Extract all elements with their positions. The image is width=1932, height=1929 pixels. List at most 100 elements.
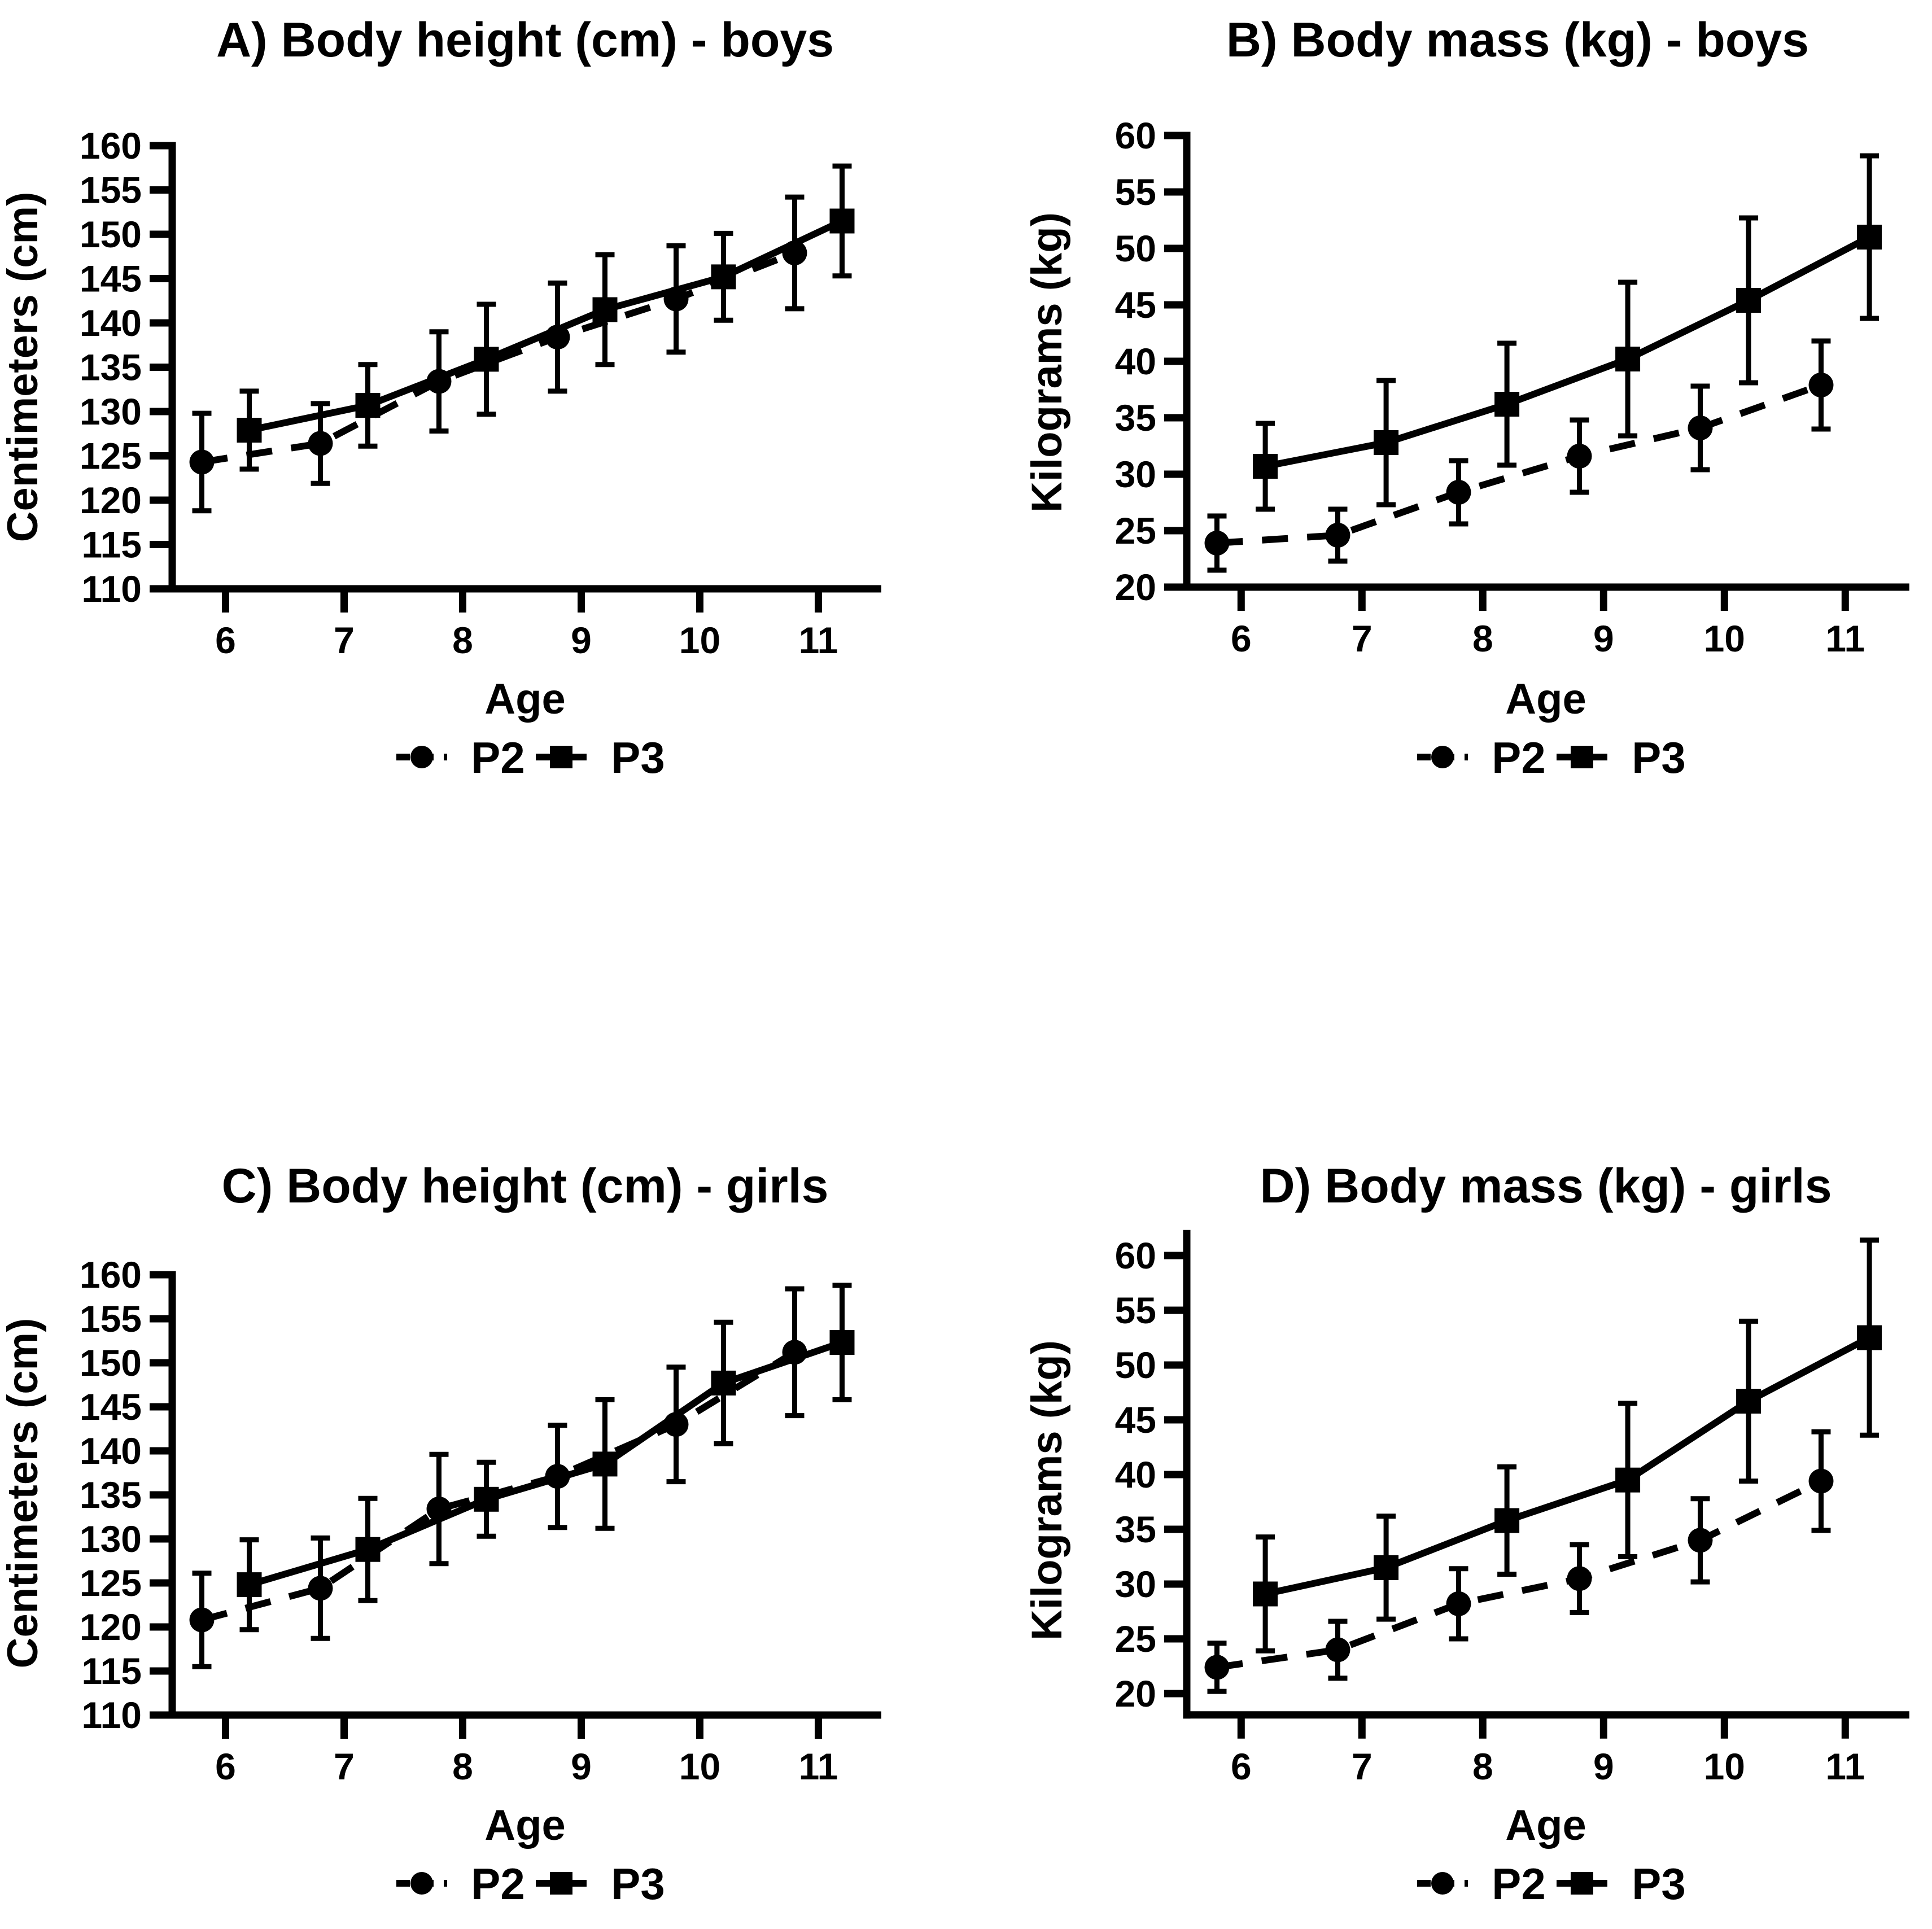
legend-p3-label: P3: [1632, 733, 1685, 782]
legend-p2-label: P2: [1492, 733, 1545, 782]
panel-d-title: D) Body mass (kg) - girls: [1260, 1159, 1832, 1213]
y-tick-label: 130: [80, 391, 142, 432]
y-tick-label: 60: [1115, 115, 1156, 156]
x-tick-label: 6: [1231, 1746, 1252, 1787]
data-point-p3: [1615, 347, 1641, 371]
data-point-p2: [1204, 531, 1230, 555]
panel-a-y-axis-label: Centimeters (cm): [0, 192, 47, 543]
x-tick-label: 10: [679, 1746, 720, 1787]
legend-p2-marker: [410, 746, 433, 768]
data-point-p3: [1374, 430, 1399, 455]
x-tick-label: 7: [1352, 1746, 1372, 1787]
data-point-p3: [1494, 1508, 1520, 1533]
panel-d-plot-area: 20 25 30 35 40 45 50 55 60 6 7 8 9 10 11: [1115, 1230, 1909, 1787]
x-tick-label: 8: [452, 1746, 473, 1787]
x-tick-label: 8: [452, 619, 473, 661]
legend-p3-label: P3: [611, 1859, 665, 1909]
data-point-p3: [1253, 1581, 1278, 1607]
x-tick-label: 7: [334, 619, 355, 661]
y-tick-label: 155: [80, 169, 142, 211]
data-point-p3: [711, 264, 736, 290]
y-tick-label: 60: [1115, 1235, 1156, 1276]
y-tick-label: 130: [80, 1518, 142, 1560]
y-tick-label: 50: [1115, 228, 1156, 269]
data-point-p3: [237, 418, 262, 443]
legend-p3-marker: [1571, 746, 1593, 768]
data-point-p2: [1567, 1566, 1592, 1591]
x-tick-label: 9: [1593, 618, 1614, 659]
y-tick-label: 115: [82, 524, 142, 566]
y-tick-label: 55: [1115, 1289, 1156, 1331]
y-tick-label: 145: [80, 258, 142, 300]
x-tick-label: 9: [571, 619, 592, 661]
data-point-p2: [1688, 1528, 1713, 1553]
data-point-p2: [1204, 1655, 1230, 1680]
x-tick-label: 11: [799, 1746, 838, 1787]
data-point-p3: [1615, 1467, 1641, 1493]
panel-b-x-axis-label: Age: [1505, 675, 1586, 723]
data-point-p2: [308, 431, 333, 456]
y-tick-label: 135: [80, 1474, 142, 1516]
data-point-p3: [355, 393, 381, 418]
panel-b-y-axis-label: Kilograms (kg): [1023, 212, 1071, 513]
legend-p3-label: P3: [611, 733, 665, 782]
panel-a-legend: P2 P3: [396, 733, 665, 782]
data-point-p2: [1808, 1468, 1834, 1494]
y-tick-label: 110: [82, 568, 142, 610]
x-tick-label: 11: [1825, 618, 1865, 659]
legend-p3-marker: [1571, 1872, 1593, 1895]
x-tick-label: 7: [334, 1746, 355, 1787]
legend-p2-label: P2: [1492, 1859, 1545, 1909]
legend-p2-label: P2: [471, 733, 524, 782]
legend-p2-marker: [1431, 746, 1454, 768]
panel-b-legend: P2 P3: [1417, 733, 1686, 782]
x-tick-label: 10: [679, 619, 720, 661]
legend-p2-marker: [1431, 1872, 1454, 1895]
data-point-p3: [1494, 392, 1520, 417]
y-tick-label: 35: [1115, 1508, 1156, 1550]
legend-p2-marker: [410, 1872, 433, 1895]
data-point-p2: [308, 1576, 333, 1601]
legend-p3-label: P3: [1632, 1859, 1685, 1909]
panel-d-legend: P2 P3: [1417, 1859, 1686, 1909]
y-tick-label: 110: [82, 1694, 142, 1736]
panel-a: A) Body height (cm) - boys Centimeters (…: [0, 13, 881, 782]
panel-c: C) Body height (cm) - girls Centimeters …: [0, 1159, 881, 1909]
x-tick-label: 10: [1704, 1746, 1745, 1787]
y-tick-label: 25: [1115, 510, 1156, 552]
y-tick-label: 125: [80, 1562, 142, 1604]
y-tick-label: 115: [82, 1650, 142, 1692]
data-point-p3: [1253, 454, 1278, 479]
data-point-p3: [829, 208, 855, 234]
series-line-p2: [1216, 1478, 1823, 1671]
x-tick-label: 11: [799, 619, 838, 661]
x-tick-label: 9: [571, 1746, 592, 1787]
y-tick-label: 20: [1115, 1673, 1156, 1714]
y-tick-label: 45: [1115, 284, 1156, 326]
data-point-p3: [1736, 1389, 1761, 1414]
data-point-p3: [355, 1537, 381, 1562]
x-tick-label: 8: [1472, 1746, 1493, 1787]
data-point-p2: [1688, 415, 1713, 440]
data-point-p2: [189, 1607, 215, 1633]
data-point-p3: [1374, 1555, 1399, 1580]
x-tick-label: 7: [1352, 618, 1372, 659]
legend-p3-marker: [550, 1872, 572, 1895]
y-tick-label: 160: [80, 125, 142, 167]
y-tick-label: 140: [80, 1430, 142, 1472]
data-point-p2: [1325, 1637, 1350, 1663]
data-point-p3: [474, 1486, 499, 1512]
x-tick-label: 9: [1593, 1746, 1614, 1787]
data-point-p2: [189, 449, 215, 475]
y-tick-label: 40: [1115, 1454, 1156, 1495]
series-line-p3: [1264, 234, 1871, 470]
x-tick-label: 10: [1704, 618, 1745, 659]
data-point-p2: [1325, 523, 1350, 548]
data-point-p3: [1736, 288, 1761, 313]
panel-a-title: A) Body height (cm) - boys: [216, 13, 834, 67]
panel-d-x-axis-label: Age: [1505, 1801, 1586, 1849]
x-tick-label: 11: [1825, 1746, 1865, 1787]
